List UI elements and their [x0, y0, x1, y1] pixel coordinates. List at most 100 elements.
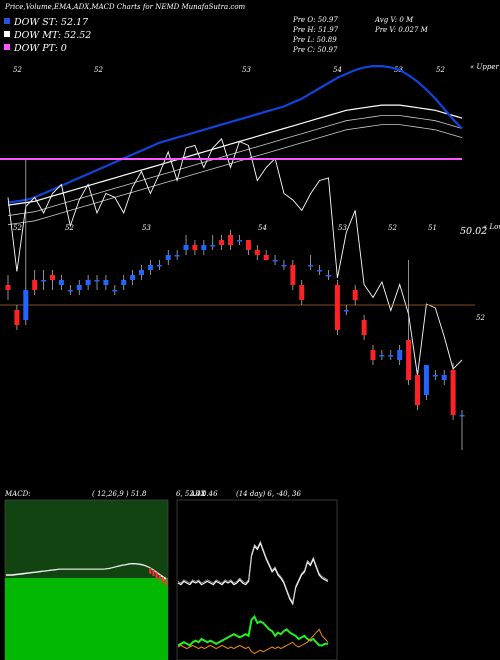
legend-swatch-mt — [4, 31, 10, 37]
candle-up — [183, 245, 189, 250]
candle-down — [415, 375, 420, 405]
last-value: 50.02 — [460, 226, 487, 237]
candle-up — [343, 310, 349, 312]
candle-down — [50, 275, 55, 280]
macd-histogram-area — [5, 578, 168, 660]
ohlc-low: Pre L: 50.89 — [292, 36, 337, 44]
candle-up — [397, 350, 403, 360]
candle-up — [165, 255, 171, 260]
macd-panel — [4, 499, 169, 660]
legend-st: DOW ST: 52.17 — [13, 17, 89, 28]
ema-panel — [0, 64, 463, 376]
macd-histogram-bar — [155, 572, 158, 579]
top-label-3: 53 — [242, 66, 251, 74]
top-panel-labels: 52 52 53 54 53 52 « Upper 52 52 53 54 53… — [13, 63, 500, 237]
macd-title: MACD: — [4, 490, 31, 498]
macd-histogram-bar — [161, 577, 164, 584]
candle-down — [219, 240, 225, 245]
adx-panel — [176, 499, 338, 660]
ohlc-high: Pre H: 51.97 — [292, 26, 339, 34]
macd-histogram-bar — [149, 568, 152, 574]
bottom-label-7: 51 — [428, 224, 437, 232]
macd-histogram-bar — [158, 574, 161, 581]
candle-down — [32, 280, 38, 290]
candle-up — [139, 270, 144, 275]
candle-down — [299, 285, 305, 300]
candle-up — [459, 415, 465, 417]
macd-signal-line — [6, 563, 167, 579]
candle-up — [441, 375, 447, 380]
candle-panel — [0, 160, 475, 450]
candle-up — [432, 375, 438, 377]
bottom-label-5: 53 — [338, 224, 347, 232]
bottom-label-1: 52 — [13, 224, 22, 232]
candle-up — [121, 280, 127, 285]
candle-down — [228, 235, 233, 245]
bottom-label-2: 52 — [65, 224, 74, 232]
candle-up — [388, 355, 394, 357]
candle-up — [379, 355, 385, 357]
page-title: Price,Volume,EMA,ADX,MACD Charts for NEM… — [4, 3, 246, 11]
lower-tag: « Lower — [483, 223, 500, 231]
candle-up — [317, 270, 323, 272]
candle-up — [41, 280, 47, 282]
ohlc-close: Pre C: 50.97 — [292, 46, 338, 54]
adx-line-shadow — [177, 540, 329, 604]
legend-swatch-pt — [4, 44, 10, 50]
candle-up — [85, 280, 91, 285]
legend-pt: DOW PT: 0 — [13, 43, 67, 54]
adx-line — [177, 541, 329, 606]
macd-trail: 0.46 — [202, 490, 218, 498]
candle-up — [23, 290, 29, 320]
ema-long-lower-band — [7, 124, 463, 226]
adx-title: ADX — [189, 490, 207, 498]
upper-tag: « Upper — [470, 63, 500, 71]
di-plus-line — [177, 614, 328, 647]
candle-down — [254, 250, 260, 255]
candle-down — [370, 350, 376, 360]
macd-values: 6, 52.43 — [176, 490, 205, 498]
macd-params: ( 12,26,9 ) 51.8 — [92, 490, 147, 498]
candle-down — [406, 340, 412, 380]
candle-down — [5, 285, 11, 290]
candle-up — [76, 285, 82, 290]
ema-long-mid-band — [7, 115, 463, 216]
candle-down — [334, 285, 340, 330]
adx-frame — [176, 499, 338, 660]
price-line-label: 52 — [476, 314, 485, 322]
legend-mt: DOW MT: 52.52 — [13, 30, 91, 41]
candle-down — [192, 245, 198, 250]
candle-up — [174, 255, 180, 257]
candle-up — [272, 260, 278, 262]
candle-up — [67, 290, 73, 292]
candle-down — [245, 240, 251, 250]
bottom-label-3: 53 — [142, 224, 151, 232]
ema-long-line — [7, 104, 463, 206]
pre-volume: Pre V: 0.027 M — [374, 26, 429, 34]
candle-up — [201, 245, 207, 250]
candle-down — [352, 290, 358, 300]
ohlc-block: Pre O: 50.97 Pre H: 51.97 Pre L: 50.89 P… — [292, 16, 429, 54]
candle-up — [308, 265, 314, 267]
candle-down — [263, 255, 269, 260]
di-minus-line — [177, 628, 329, 654]
legend-swatch-st — [4, 18, 10, 24]
top-label-6: 52 — [436, 66, 445, 74]
adx-params: (14 day) 6, -40, 36 — [236, 490, 302, 498]
legend: DOW ST: 52.17 DOW MT: 52.52 DOW PT: 0 — [4, 17, 91, 54]
bottom-label-4: 54 — [258, 224, 267, 232]
candle-down — [450, 370, 456, 415]
candle-up — [103, 280, 109, 285]
candle-up — [281, 265, 287, 267]
candle-down — [290, 265, 296, 285]
candle-up — [112, 290, 118, 292]
macd-histogram-bar — [152, 570, 155, 576]
candle-up — [147, 265, 153, 270]
ohlc-open: Pre O: 50.97 — [292, 16, 338, 24]
candle-down — [361, 320, 367, 335]
candle-up — [94, 280, 100, 282]
top-label-1: 52 — [13, 66, 22, 74]
candle-up — [156, 265, 162, 267]
candle-up — [210, 245, 216, 247]
